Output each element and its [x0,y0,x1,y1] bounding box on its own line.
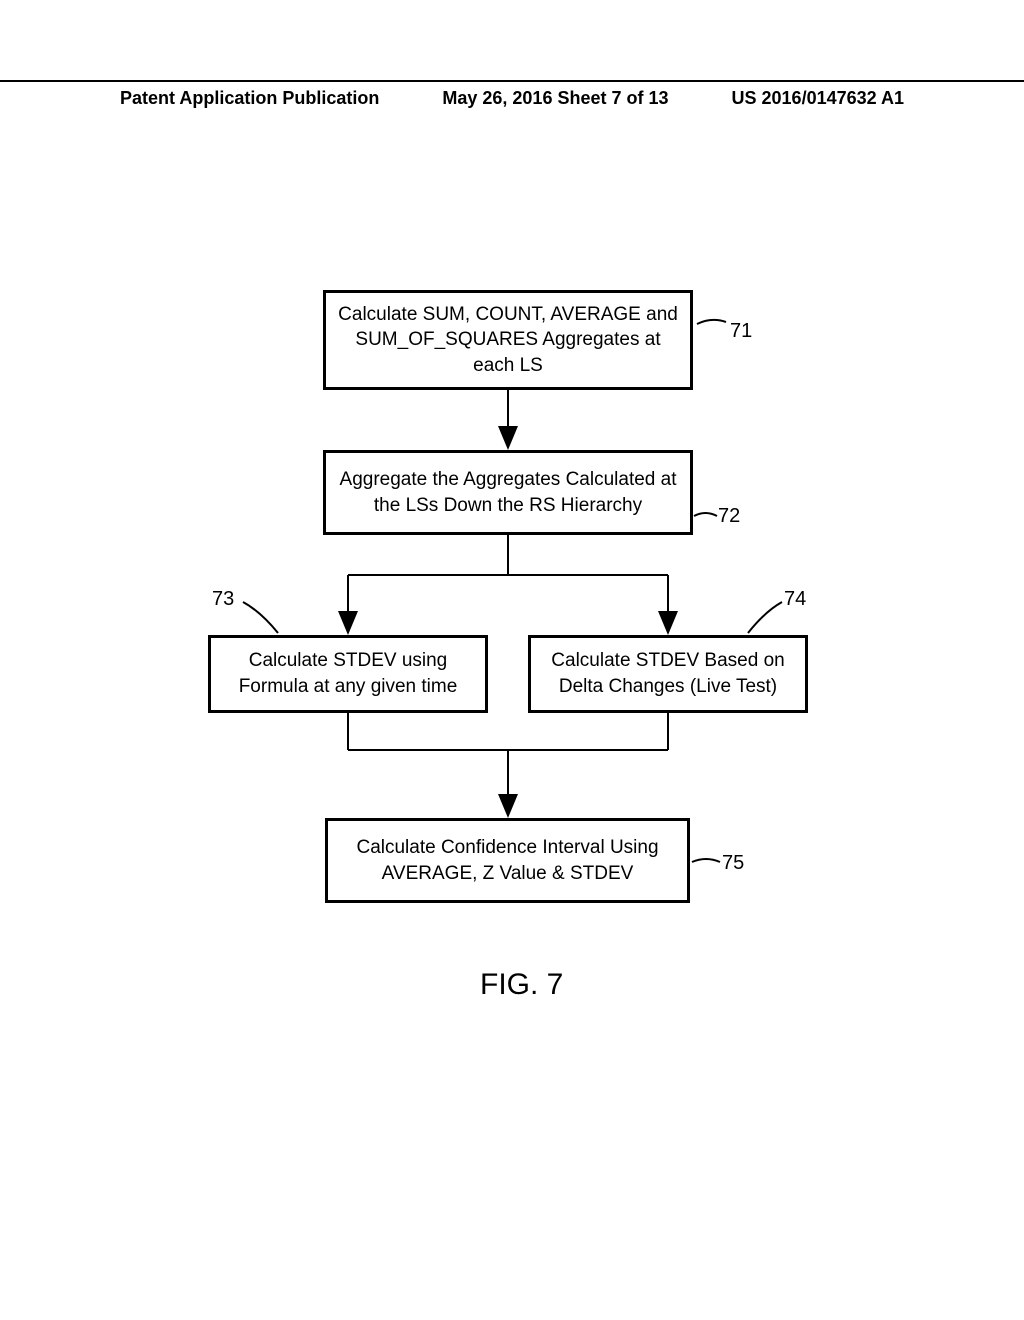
ref-label-74: 74 [784,588,806,611]
ref-label-71: 71 [730,320,752,343]
header-right: US 2016/0147632 A1 [732,88,904,109]
ref-label-73: 73 [212,588,234,611]
flow-node-71: Calculate SUM, COUNT, AVERAGE and SUM_OF… [323,290,693,390]
ref-label-72: 72 [718,505,740,528]
header-left: Patent Application Publication [120,88,379,109]
header-center: May 26, 2016 Sheet 7 of 13 [442,88,668,109]
ref-label-75: 75 [722,852,744,875]
flow-node-73: Calculate STDEV using Formula at any giv… [208,635,488,713]
flow-node-72: Aggregate the Aggregates Calculated at t… [323,450,693,535]
flow-node-75: Calculate Confidence Interval Using AVER… [325,818,690,903]
patent-header: Patent Application Publication May 26, 2… [0,80,1024,109]
flowchart-figure: Calculate SUM, COUNT, AVERAGE and SUM_OF… [0,290,1024,980]
figure-caption: FIG. 7 [480,968,563,1002]
flow-node-74: Calculate STDEV Based on Delta Changes (… [528,635,808,713]
